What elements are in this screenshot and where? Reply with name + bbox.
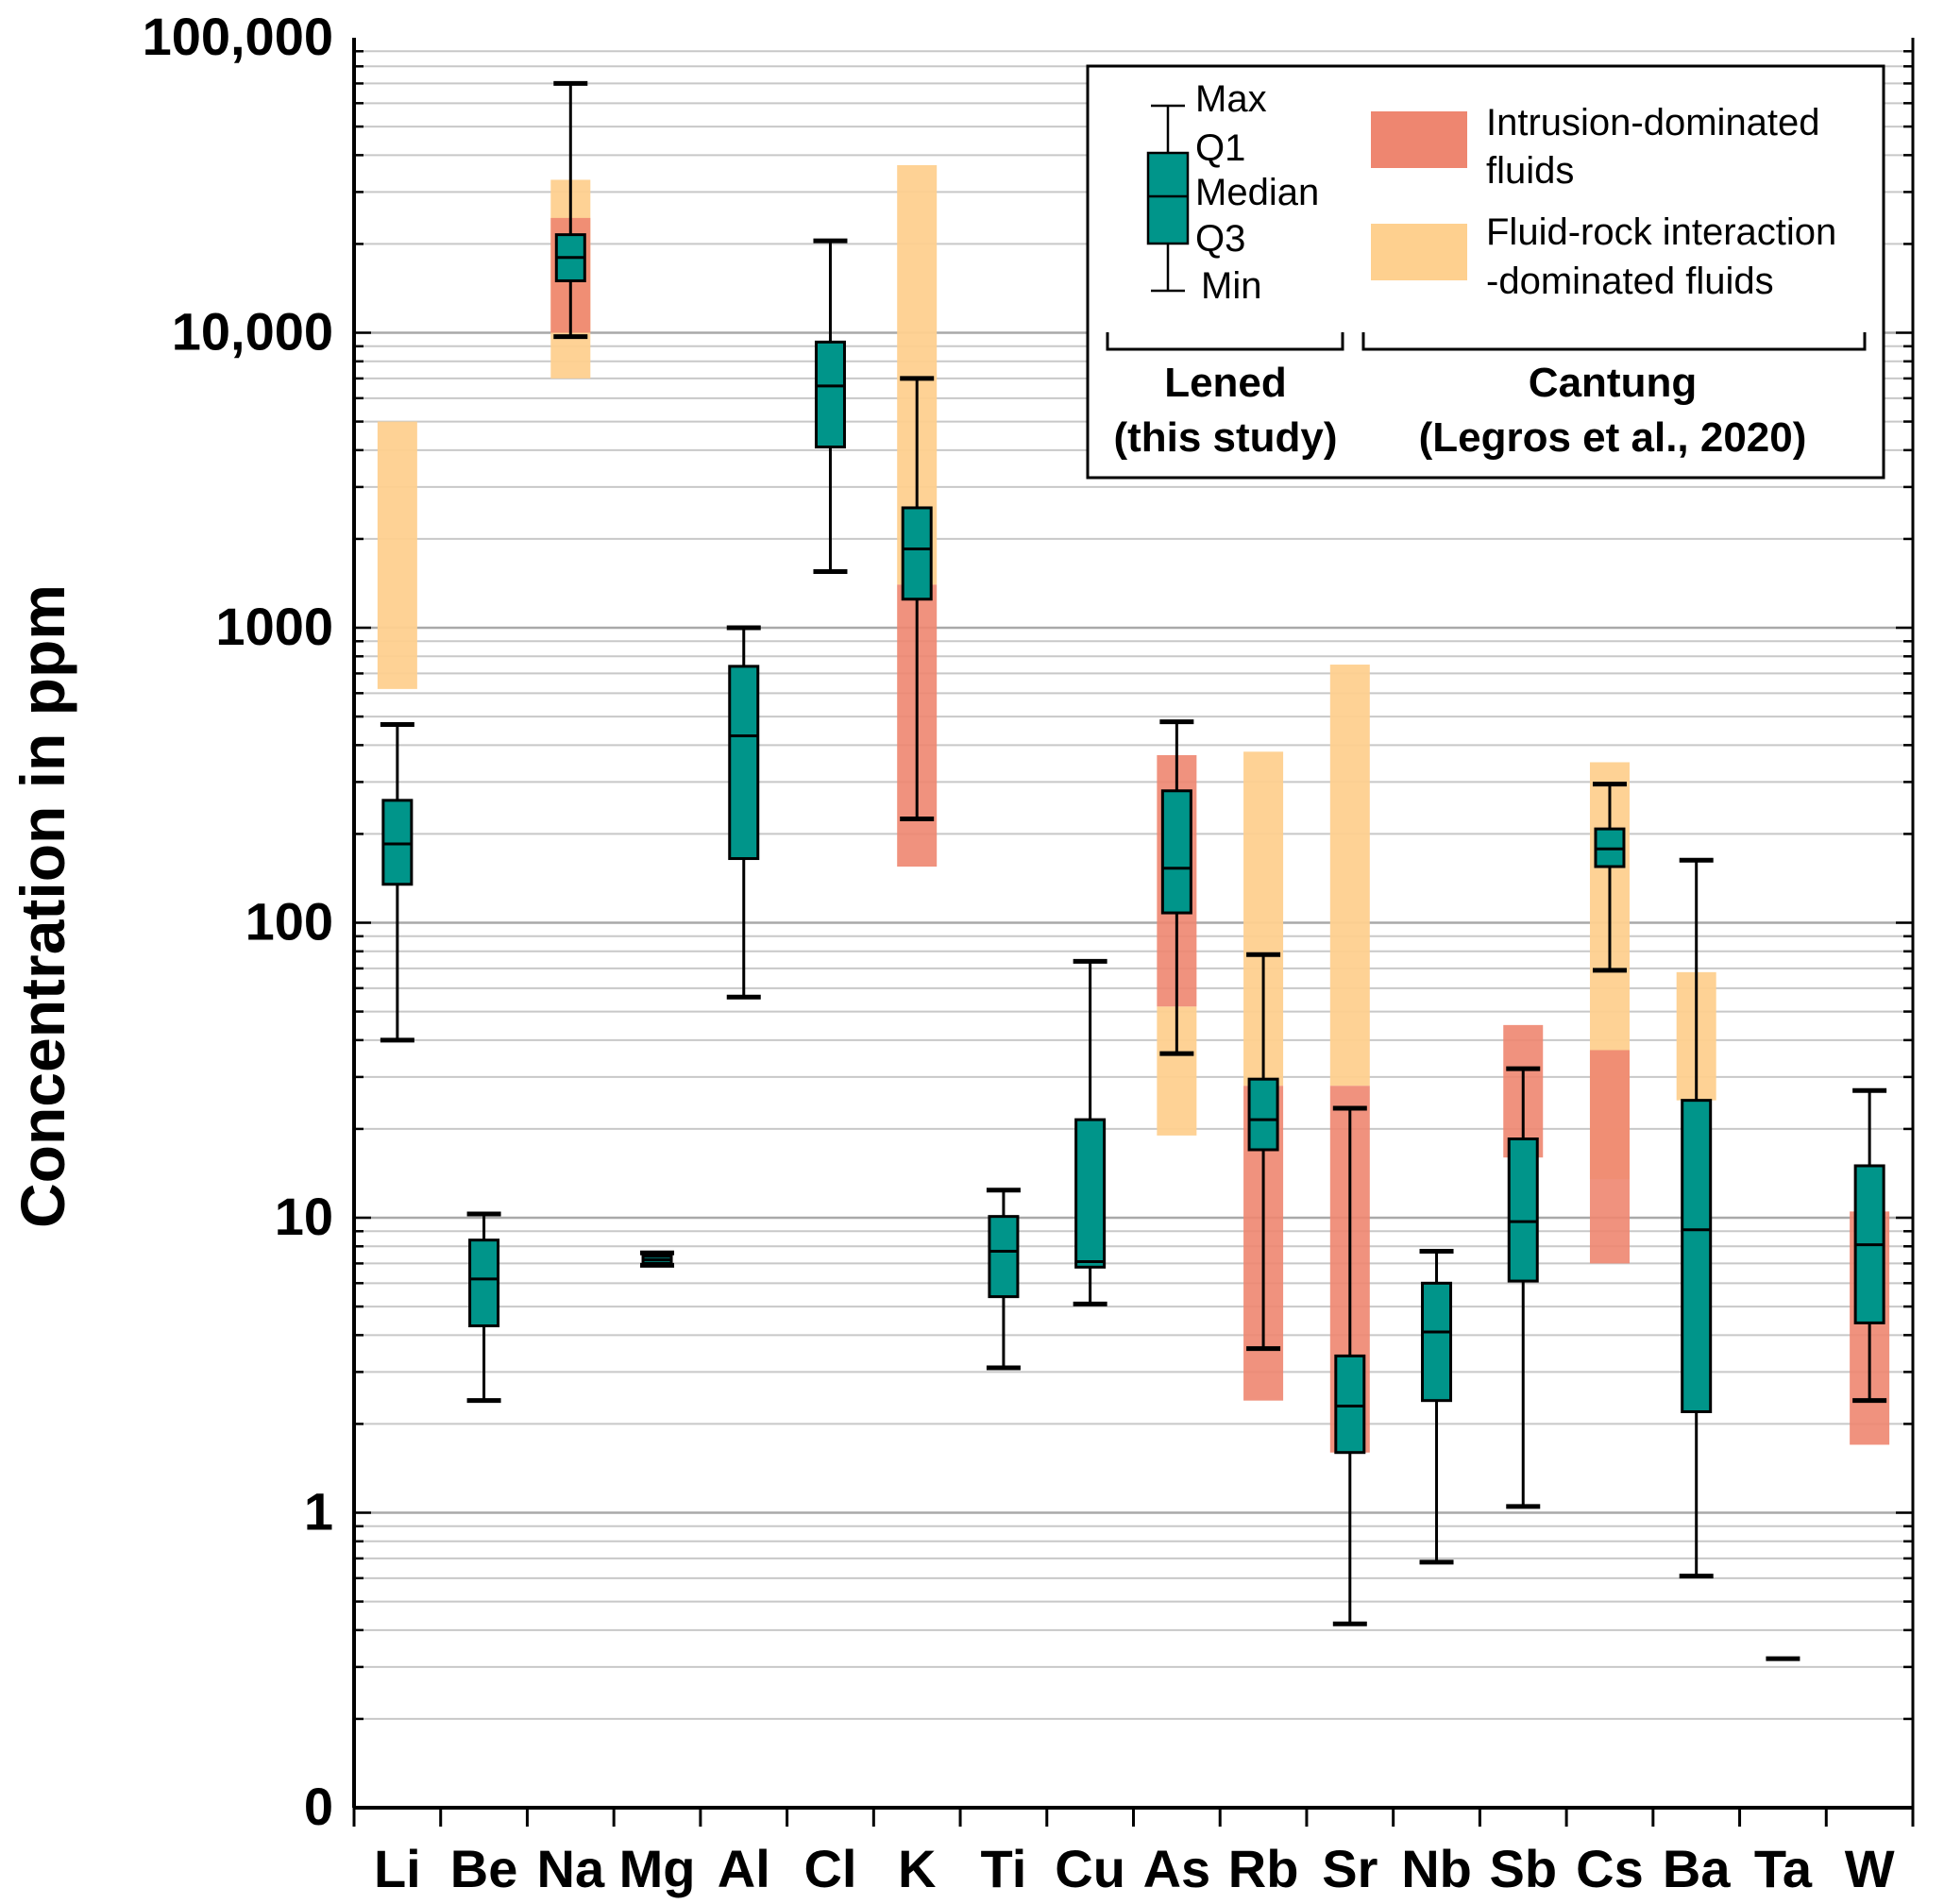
box-iqr: [468, 1238, 500, 1328]
legend-box-sample: [1146, 104, 1190, 293]
legend-fluidrock-label-1: Fluid-rock interaction: [1486, 211, 1836, 253]
y-tick-label: 1: [304, 1482, 333, 1542]
box-al: [726, 625, 761, 1000]
box-iqr: [1334, 1354, 1366, 1455]
legend-q1-label: Q1: [1195, 127, 1245, 169]
box-mg: [640, 1250, 675, 1268]
legend-max-label: Max: [1195, 78, 1267, 120]
x-tick-label-cu: Cu: [1055, 1839, 1125, 1898]
y-tick-label: 0: [304, 1777, 333, 1836]
legend-q3-label: Q3: [1195, 218, 1245, 260]
y-tick-label: 100: [245, 892, 333, 952]
legend-fluidrock-label-2: -dominated fluids: [1486, 261, 1774, 302]
range-fluid-rock-li: [377, 421, 417, 689]
legend-fluidrock-swatch: [1371, 224, 1467, 280]
x-tick-label-k: K: [898, 1839, 936, 1898]
legend-cantung-label-1: Cantung: [1529, 360, 1697, 406]
box-cs: [1592, 782, 1627, 973]
box-iqr: [1681, 1099, 1713, 1413]
x-tick-label-rb: Rb: [1228, 1839, 1299, 1898]
legend-cantung-label-2: (Legros et al., 2020): [1419, 414, 1807, 461]
x-tick-label-as: As: [1143, 1839, 1211, 1898]
box-ti: [986, 1188, 1021, 1371]
legend-intrusion-label-1: Intrusion-dominated: [1486, 102, 1820, 143]
legend-intrusion-label-2: fluids: [1486, 150, 1574, 192]
x-tick-label-na: Na: [537, 1839, 605, 1898]
box-cl: [813, 238, 848, 575]
x-tick-label-al: Al: [718, 1839, 770, 1898]
y-axis-label: Concentration in ppm: [8, 584, 77, 1228]
legend-intrusion-swatch: [1371, 111, 1467, 168]
x-tick-label-nb: Nb: [1401, 1839, 1472, 1898]
box-cu: [1073, 958, 1107, 1306]
box-ba: [1679, 857, 1714, 1579]
y-tick-label: 10: [275, 1187, 333, 1246]
x-tick-label-li: Li: [374, 1839, 421, 1898]
x-tick-label-cs: Cs: [1576, 1839, 1644, 1898]
x-tick-label-ta: Ta: [1754, 1839, 1813, 1898]
legend-lened-label-2: (this study): [1113, 414, 1337, 461]
box-be: [466, 1211, 501, 1404]
box-iqr: [1507, 1137, 1539, 1283]
y-tick-label: 100,000: [143, 7, 333, 66]
box-iqr: [1160, 789, 1192, 915]
box-na: [553, 80, 588, 340]
box-iqr: [988, 1215, 1020, 1299]
box-rb: [1246, 952, 1281, 1352]
axes: 0 1 10 100 1000 10,000 100,000 Li Be Na Mg Al Cl K Ti C…: [143, 7, 1915, 1898]
y-tick-label: 10,000: [172, 302, 333, 362]
range-fluid-rock-sr: [1329, 665, 1370, 1087]
x-tick-label-w: W: [1845, 1839, 1895, 1898]
box-li: [380, 721, 414, 1043]
box-iqr: [1421, 1281, 1453, 1403]
x-tick-label-ba: Ba: [1663, 1839, 1731, 1898]
x-tick-label-ti: Ti: [981, 1839, 1027, 1898]
box-iqr: [1247, 1077, 1279, 1152]
legend-frame: [1086, 64, 1885, 480]
box-k: [900, 376, 935, 821]
box-iqr: [728, 665, 760, 861]
x-tick-label-be: Be: [450, 1839, 518, 1898]
box-iqr: [381, 799, 414, 886]
lened-boxes: [380, 80, 1887, 1661]
box-iqr: [901, 506, 933, 601]
x-tick-label-sr: Sr: [1322, 1839, 1378, 1898]
x-tick-label-sb: Sb: [1489, 1839, 1557, 1898]
legend-lened-bracket: [1106, 332, 1344, 351]
legend-lened-label-1: Lened: [1164, 360, 1287, 406]
legend-cantung-bracket: [1361, 332, 1867, 351]
legend: Max Q1 Median Q3 Min Intrusion-dominated…: [1086, 64, 1885, 480]
box-sb: [1506, 1066, 1541, 1509]
box-iqr: [814, 340, 846, 449]
legend-min-label: Min: [1201, 265, 1261, 307]
box-iqr: [1074, 1118, 1107, 1269]
x-tick-label-cl: Cl: [803, 1839, 856, 1898]
box-w: [1852, 1087, 1887, 1404]
x-tick-label-mg: Mg: [619, 1839, 696, 1898]
box-nb: [1419, 1248, 1454, 1565]
range-intrusion-cs: [1589, 1050, 1630, 1264]
y-tick-label: 1000: [215, 597, 333, 656]
legend-median-label: Median: [1195, 172, 1319, 213]
box-sr: [1332, 1105, 1367, 1626]
box-as: [1159, 719, 1194, 1056]
